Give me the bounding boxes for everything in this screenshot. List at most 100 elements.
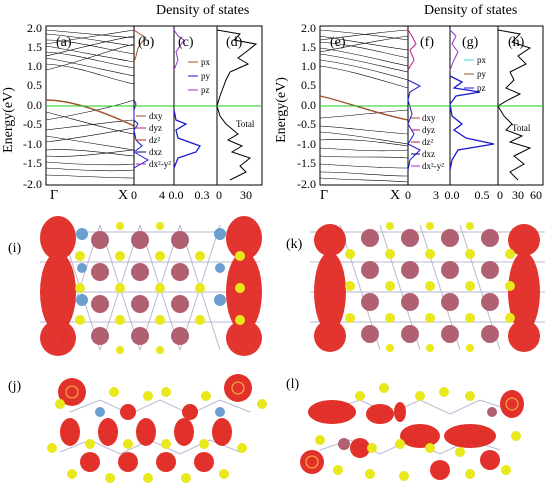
c-tick: 0.0 [169,188,184,202]
panel-c-dos-curve2 [173,109,201,169]
x-label-right: X [390,188,400,203]
gamma-label-right: Γ [320,188,328,203]
y-ticks-right: 2.0 1.5 1.0 0.5 0.0 -0.5 -1.0 -1.5 -2.0 [297,21,316,191]
dos-title-left: Density of states [156,3,249,18]
legend-dxz-left: dxz [149,147,162,157]
ytick-left: 1.0 [27,59,42,73]
ytick-right: -1.0 [297,137,316,151]
panel-j-blue-atoms [95,407,225,417]
legend-dz2-right: dz² [422,137,433,147]
panel-label-c: (c) [178,35,194,50]
f-tick: 3 [433,188,439,202]
panel-l-yellow-atoms [315,383,521,481]
panel-label-h: (h) [508,35,525,50]
ytick-right: -0.5 [297,117,316,131]
panel-h-total-dos [497,29,532,181]
panel-g-dos-curve2 [449,75,495,171]
p-legend-right: px py pz [464,55,487,93]
panel-a-bands [45,29,135,179]
panel-label-j: (j) [8,379,22,394]
legend-pz-left: pz [201,85,210,95]
ytick-right: 2.0 [301,21,316,35]
h-tick: 0 [497,188,503,202]
f-tick: 0 [405,188,411,202]
panel-k-structure: (k) [286,222,545,352]
panel-c-dos-curve [173,29,185,71]
total-label-left: Total [236,119,255,129]
b-tick: 0 [131,188,137,202]
d-tick: 0 [216,188,222,202]
h-tick: 30 [512,188,524,202]
panel-a-special-band [45,99,135,127]
c-tick: 0.3 [195,188,210,202]
panel-g-dos-curve [449,29,459,71]
panel-k-metal-atoms [361,229,499,343]
panel-label-a: (a) [56,35,72,50]
d-legend-left: dxy dyz dz² dxz dx²-y² [136,111,171,169]
legend-px-right: px [477,55,487,65]
ytick-left: 0.0 [27,98,42,112]
y-ticks-left: 2.0 1.5 1.0 0.5 0.0 -0.5 -1.0 -1.5 -2.0 [23,21,42,191]
panel-j-orbital-lobes [58,374,252,472]
panel-j-yellow-atoms [47,387,267,483]
panel-l-orbital-lobes [300,390,524,480]
ytick-right: 1.0 [301,59,316,73]
panel-l-structure: (l) [286,377,524,481]
panel-l-metal-atoms [338,407,497,450]
right-band-structure-group: Density of states Energy(eV) 2.0 1.5 1.0… [274,3,544,203]
panel-k-edge-lobes [314,224,540,352]
g-tick: 0.0 [445,188,460,202]
panel-i-blue-atoms [76,228,226,306]
ytick-left: -1.0 [23,137,42,151]
panel-k-yellow-atoms [345,222,515,352]
legend-dxy-right: dxy [422,113,436,123]
b-tick: 4 [159,188,165,202]
ytick-left: 1.5 [27,40,42,54]
panel-i-structure: (i) [8,216,262,356]
panel-i-metal-atoms [91,231,189,345]
panel-label-i: (i) [8,241,22,256]
legend-dxy-left: dxy [149,111,163,121]
d-legend-right: dxy dyz dz² dxz dx²-y² [411,113,444,171]
panel-j-structure: (j) [8,374,267,483]
d-tick: 30 [240,188,252,202]
ytick-right: -2.0 [297,177,316,191]
panel-b-dos-curve [133,29,147,63]
g-tick: 0.5 [475,188,490,202]
legend-dxz-right: dxz [422,149,435,159]
panel-f-dos-curve [407,29,417,71]
panel-i-edge-lobes [40,216,262,356]
ytick-right: 0.5 [301,78,316,92]
dos-title-right: Density of states [424,3,517,18]
panel-label-l: (l) [286,377,300,392]
legend-py-left: py [201,71,211,81]
panel-e-bands [319,29,409,183]
legend-dz2-left: dz² [149,135,160,145]
ytick-left: -0.5 [23,117,42,131]
panel-label-b: (b) [138,35,155,50]
ytick-left: -1.5 [23,156,42,170]
energy-axis-label-left: Energy(eV) [1,87,16,153]
left-band-structure-group: Density of states Energy(eV) 2.0 1.5 1.0… [1,3,263,203]
legend-py-right: py [477,69,487,79]
legend-px-left: px [201,57,211,67]
panel-e-special-band [319,95,409,121]
panel-label-d: (d) [226,35,243,50]
ytick-left: -2.0 [23,177,42,191]
panel-d-total-dos [216,29,258,181]
legend-dyz-left: dyz [149,123,162,133]
panel-f-dos-curve2 [407,79,422,171]
energy-axis-label-right: Energy(eV) [274,77,289,143]
panel-label-k: (k) [286,237,303,252]
ytick-left: 2.0 [27,21,42,35]
panel-i-yellow-atoms [75,222,245,354]
legend-dx2y2-left: dx²-y² [149,159,171,169]
panel-label-g: (g) [462,35,479,50]
x-label-left: X [118,188,128,203]
gamma-label-left: Γ [50,188,58,203]
p-legend-left: px py pz [188,57,211,95]
ytick-right: 1.5 [301,40,316,54]
ytick-left: 0.5 [27,78,42,92]
panel-label-f: (f) [420,35,434,50]
